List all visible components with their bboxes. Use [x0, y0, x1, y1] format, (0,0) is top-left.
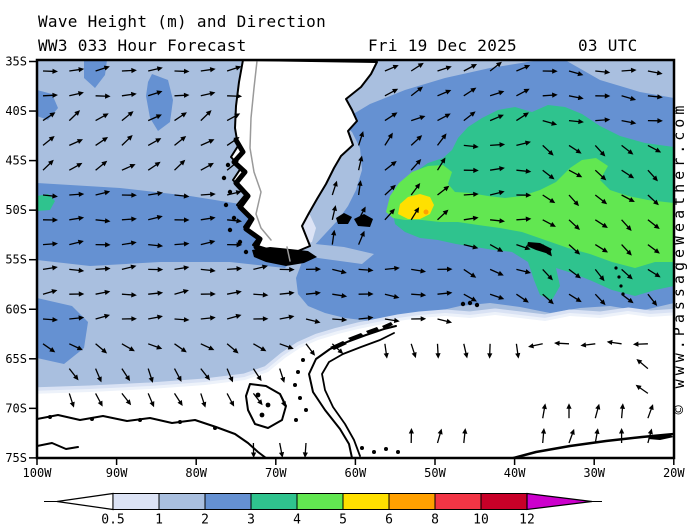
legend-tick-label: 6 [385, 513, 393, 525]
legend-segment [112, 493, 160, 510]
lat-label: 55S [5, 253, 27, 267]
forecast-date: Fri 19 Dec 2025 [368, 36, 517, 55]
forecast-model-label: WW3 033 Hour Forecast [38, 36, 247, 55]
legend-tick-label: 5 [339, 513, 347, 525]
legend-segment [250, 493, 298, 510]
legend-tick-label: 2 [201, 513, 209, 525]
lat-label: 35S [5, 55, 27, 69]
legend-segment [434, 493, 482, 510]
legend-tick-label: 4 [293, 513, 301, 525]
legend-segment [158, 493, 206, 510]
lat-label: 50S [5, 203, 27, 217]
lat-label: 75S [5, 451, 27, 465]
legend-segment [342, 493, 390, 510]
lon-label: 50W [424, 466, 446, 480]
lat-label: 40S [5, 104, 27, 118]
legend-segment [204, 493, 252, 510]
legend-tick-label: 12 [519, 513, 535, 525]
legend-right-arrow [526, 492, 593, 511]
lon-label: 40W [504, 466, 526, 480]
wave-height-legend: 0.5 1 2 3 4 5 6 8 10 12 [44, 492, 602, 525]
lat-label: 65S [5, 352, 27, 366]
lon-label: 80W [185, 466, 207, 480]
map-layers [37, 60, 674, 458]
legend-tick-label: 8 [431, 513, 439, 525]
legend-tick-label: 10 [473, 513, 489, 525]
lat-label: 45S [5, 154, 27, 168]
lon-label: 100W [23, 466, 53, 480]
legend-tick-label: 1 [155, 513, 163, 525]
legend-tick-label: 0.5 [101, 513, 124, 525]
lon-label: 90W [106, 466, 128, 480]
lat-label: 70S [5, 401, 27, 415]
forecast-time-utc: 03 UTC [578, 36, 638, 55]
legend-segment [480, 493, 528, 510]
lon-label: 70W [265, 466, 287, 480]
legend-left-arrow [56, 492, 114, 511]
map-title: Wave Height (m) and Direction [38, 12, 327, 31]
lon-label: 30W [583, 466, 605, 480]
legend-segment [296, 493, 344, 510]
lat-label: 60S [5, 302, 27, 316]
legend-segment [388, 493, 436, 510]
lon-label: 20W [663, 466, 685, 480]
legend-tick-label: 3 [247, 513, 255, 525]
lon-label: 60W [345, 466, 367, 480]
